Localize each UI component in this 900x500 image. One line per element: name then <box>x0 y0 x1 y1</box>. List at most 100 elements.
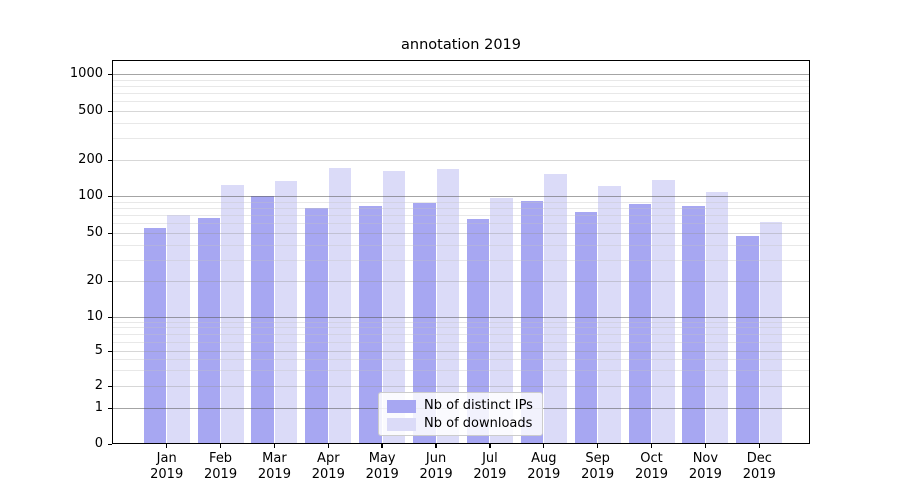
x-tick-mark-apr <box>327 444 329 448</box>
x-tick-label-year: 2019 <box>311 467 345 482</box>
x-tick-mark-jun <box>435 444 437 448</box>
x-tick-label-year: 2019 <box>204 467 238 482</box>
x-tick-label-feb: Feb 2019 <box>194 451 248 483</box>
y-tick-mark-2 <box>108 385 112 388</box>
bar-distinct-ips-jul <box>466 218 490 443</box>
x-tick-label-aug: Aug 2019 <box>517 451 571 483</box>
x-tick-label-apr: Apr 2019 <box>301 451 355 483</box>
y-tick-mark-20 <box>108 281 112 283</box>
grid-minor-line-80 <box>113 207 809 209</box>
grid-minor-line-60 <box>113 223 809 225</box>
legend-swatch-distinct-ips <box>387 399 416 413</box>
legend-swatch-downloads <box>387 417 416 431</box>
x-tick-label-oct: Oct 2019 <box>625 451 679 483</box>
x-tick-mark-nov <box>704 444 707 448</box>
bar-distinct-ips-nov <box>682 205 705 443</box>
bar-downloads-mar <box>274 180 298 443</box>
x-tick-label-year: 2019 <box>150 467 184 482</box>
bar-distinct-ips-jan <box>143 227 167 443</box>
x-tick-mark-dec <box>758 444 760 448</box>
y-tick-label-50: 50 <box>86 225 103 240</box>
x-tick-label-jan: Jan 2019 <box>140 451 194 483</box>
x-tick-mark-oct <box>650 444 653 448</box>
y-tick-label-1: 1 <box>94 399 103 415</box>
grid-line-5 <box>113 350 809 352</box>
y-tick-mark-1000 <box>108 74 112 76</box>
bar-downloads-jul <box>490 198 513 443</box>
grid-minor-line-70 <box>113 215 809 217</box>
y-tick-mark-200 <box>108 160 112 162</box>
legend-label-distinct-ips: Nb of distinct IPs <box>424 398 533 413</box>
grid-minor-line-800 <box>113 85 809 87</box>
bar-downloads-apr <box>328 168 352 443</box>
grid-minor-line-8 <box>113 327 809 329</box>
x-tick-label-nov: Nov 2019 <box>678 451 732 483</box>
bar-distinct-ips-mar <box>251 196 274 443</box>
grid-minor-line-900 <box>113 79 809 81</box>
grid-minor-line-600 <box>113 101 809 103</box>
legend-item-distinct-ips: Nb of distinct IPs <box>387 397 542 415</box>
grid-minor-line-4 <box>113 359 809 361</box>
bar-downloads-dec <box>759 221 783 443</box>
grid-minor-line-7 <box>113 333 809 335</box>
x-tick-mark-mar <box>273 444 276 448</box>
grid-minor-line-90 <box>113 201 809 203</box>
x-tick-label-year: 2019 <box>581 467 615 482</box>
y-tick-mark-500 <box>108 111 112 113</box>
bar-downloads-jun <box>436 169 460 443</box>
x-tick-mark-feb <box>219 444 222 448</box>
x-tick-label-year: 2019 <box>257 467 291 482</box>
grid-minor-line-6 <box>113 341 809 343</box>
grid-line-500 <box>113 111 809 112</box>
grid-line-20 <box>113 281 809 282</box>
y-tick-label-500: 500 <box>78 103 103 118</box>
grid-line-100 <box>113 196 809 197</box>
y-tick-label-10: 10 <box>86 308 103 324</box>
bar-downloads-nov <box>705 192 729 443</box>
bar-downloads-sep <box>598 185 621 443</box>
y-tick-label-2: 2 <box>94 377 103 393</box>
y-tick-mark-10 <box>108 316 112 318</box>
bar-distinct-ips-oct <box>628 204 652 443</box>
x-tick-mark-jul <box>489 444 491 448</box>
y-tick-mark-0 <box>108 444 112 446</box>
grid-minor-line-40 <box>113 244 809 246</box>
x-tick-label-year: 2019 <box>742 467 776 482</box>
x-tick-label-year: 2019 <box>688 467 722 482</box>
legend-label-downloads: Nb of downloads <box>424 416 533 431</box>
bar-distinct-ips-apr <box>305 207 328 443</box>
grid-minor-line-3 <box>113 370 809 372</box>
grid-line-10 <box>113 316 809 318</box>
grid-minor-line-9 <box>113 321 809 323</box>
x-tick-mark-aug <box>543 444 545 448</box>
grid-line-200 <box>113 160 809 161</box>
x-tick-label-mar: Mar 2019 <box>247 451 301 483</box>
chart-title: annotation 2019 <box>401 37 521 53</box>
grid-line-2 <box>113 385 809 387</box>
x-tick-mark-may <box>381 444 383 448</box>
bar-distinct-ips-dec <box>736 236 759 443</box>
grid-minor-line-400 <box>113 122 809 124</box>
bar-downloads-feb <box>221 184 244 443</box>
bar-distinct-ips-may <box>359 205 382 443</box>
x-tick-mark-sep <box>596 444 599 448</box>
bar-distinct-ips-feb <box>197 218 221 443</box>
y-tick-mark-1 <box>108 407 112 409</box>
x-tick-label-dec: Dec 2019 <box>732 451 786 483</box>
bar-distinct-ips-jun <box>413 202 436 443</box>
bar-distinct-ips-sep <box>574 212 598 443</box>
grid-minor-line-30 <box>113 259 809 261</box>
y-tick-label-200: 200 <box>78 152 103 167</box>
x-tick-label-year: 2019 <box>473 467 507 482</box>
y-tick-label-5: 5 <box>94 342 103 358</box>
bar-downloads-aug <box>544 174 567 443</box>
bar-distinct-ips-aug <box>520 201 544 443</box>
x-tick-label-jul: Jul 2019 <box>463 451 517 483</box>
y-tick-mark-5 <box>108 350 112 352</box>
x-tick-label-sep: Sep 2019 <box>571 451 625 483</box>
bar-downloads-jan <box>167 215 190 443</box>
y-tick-label-100: 100 <box>78 188 103 203</box>
x-tick-label-year: 2019 <box>419 467 453 482</box>
grid-minor-line-700 <box>113 93 809 95</box>
x-tick-label-year: 2019 <box>365 467 399 482</box>
